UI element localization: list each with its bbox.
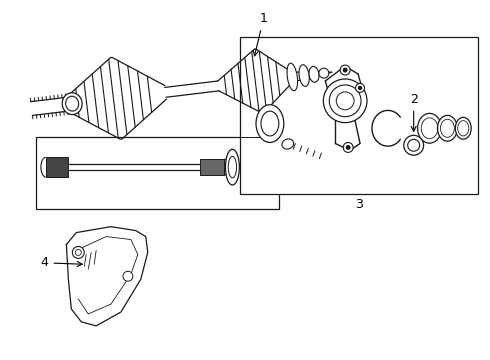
Ellipse shape: [299, 65, 309, 86]
Ellipse shape: [282, 139, 294, 149]
Bar: [46, 157, 68, 177]
Circle shape: [73, 247, 84, 258]
Text: 3: 3: [355, 198, 363, 211]
Circle shape: [323, 79, 367, 123]
Circle shape: [358, 86, 362, 90]
Bar: [240, 37, 478, 194]
Bar: [199, 159, 224, 175]
Ellipse shape: [455, 117, 471, 139]
Text: 2: 2: [410, 93, 417, 131]
Circle shape: [343, 143, 353, 152]
Circle shape: [356, 84, 365, 93]
Text: 1: 1: [253, 12, 268, 56]
Circle shape: [345, 145, 351, 150]
Ellipse shape: [62, 93, 82, 114]
Ellipse shape: [309, 67, 319, 82]
Ellipse shape: [256, 105, 284, 143]
Circle shape: [340, 65, 350, 75]
Circle shape: [343, 68, 347, 72]
Circle shape: [123, 271, 133, 281]
Ellipse shape: [287, 63, 297, 91]
Ellipse shape: [417, 113, 441, 143]
Text: 4: 4: [41, 256, 82, 269]
Ellipse shape: [438, 115, 457, 141]
Ellipse shape: [319, 68, 329, 78]
Bar: [36, 137, 279, 208]
Ellipse shape: [225, 149, 239, 185]
Ellipse shape: [404, 135, 424, 155]
